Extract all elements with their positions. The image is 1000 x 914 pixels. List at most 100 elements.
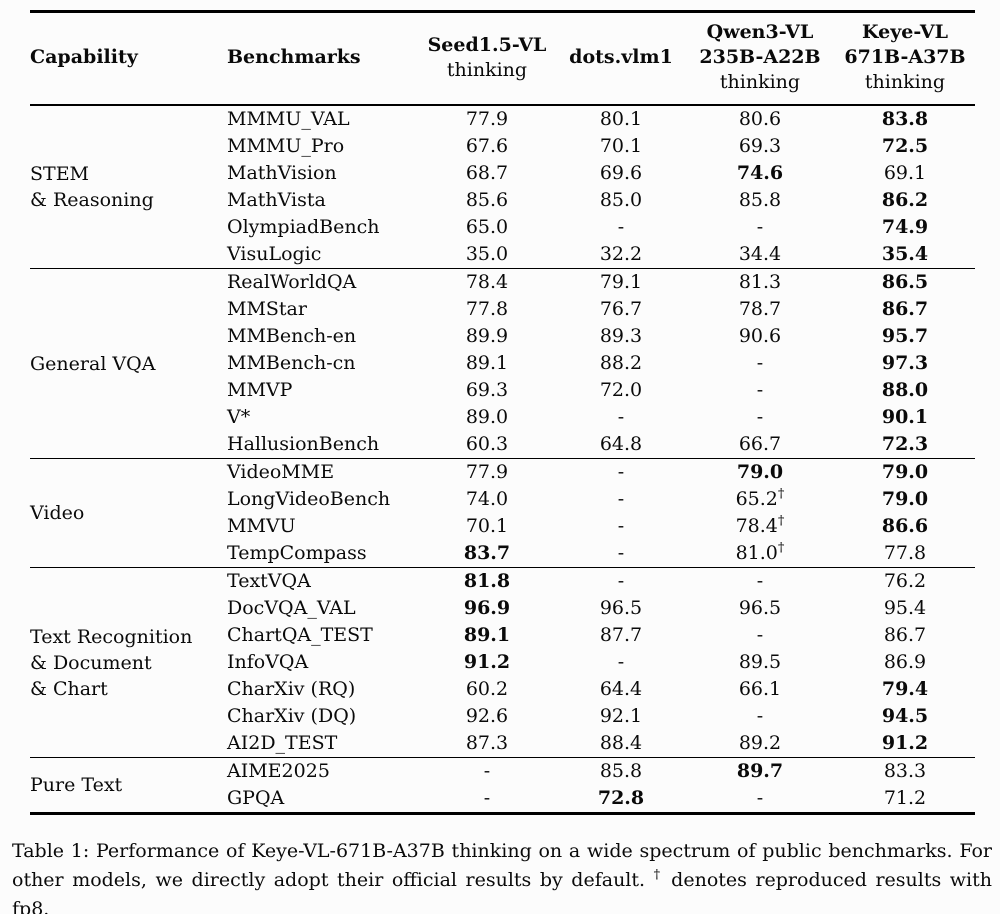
score-cell: 74.9 bbox=[881, 216, 929, 238]
table-row: MMBench-cn 89.1 88.2 - 97.3 bbox=[30, 350, 975, 377]
column-header-suffix: thinking bbox=[446, 58, 528, 81]
score-cell: 88.0 bbox=[881, 379, 929, 401]
score-cell: - bbox=[756, 406, 764, 428]
score-cell: 90.6 bbox=[738, 325, 782, 347]
score-cell: 94.5 bbox=[881, 705, 929, 727]
capability-cell: STEM & Reasoning bbox=[30, 163, 154, 211]
score-cell: 65.0 bbox=[465, 216, 509, 238]
score-cell: 88.4 bbox=[599, 732, 643, 754]
column-header: Qwen3-VL 235B-A22B thinking bbox=[685, 11, 835, 106]
score-cell: 68.7 bbox=[465, 162, 509, 184]
benchmark-cell: MathVista bbox=[227, 189, 326, 211]
benchmark-cell: VideoMME bbox=[227, 458, 417, 486]
benchmark-cell: MMBench-en bbox=[227, 325, 357, 347]
caption-text-after: denotes reproduced results with fp8. bbox=[12, 869, 992, 914]
score-cell: 79.0 bbox=[881, 488, 929, 510]
score-cell: 69.1 bbox=[883, 162, 927, 184]
benchmark-cell: MathVision bbox=[227, 162, 337, 184]
score-cell: 64.4 bbox=[599, 678, 643, 700]
column-header-line: dots.vlm1 bbox=[569, 46, 673, 68]
table-row: V* 89.0 - - 90.1 bbox=[30, 404, 975, 431]
score-cell: 78.4 bbox=[417, 268, 557, 296]
score-cell: - bbox=[756, 624, 764, 646]
table-container: Capability Benchmarks Seed1.5-VL thinking do… bbox=[30, 10, 975, 815]
score-cell: 70.1 bbox=[465, 515, 509, 537]
table-row: AI2D_TEST 87.3 88.4 89.2 91.2 bbox=[30, 730, 975, 758]
score-cell: - bbox=[417, 757, 557, 785]
table-row: CharXiv (RQ) 60.2 64.4 66.1 79.4 bbox=[30, 676, 975, 703]
column-header-line: Qwen3-VL bbox=[706, 21, 814, 43]
score-cell: 69.3 bbox=[738, 135, 782, 157]
table-row: VisuLogic 35.0 32.2 34.4 35.4 bbox=[30, 241, 975, 269]
table-row: OlympiadBench 65.0 - - 74.9 bbox=[30, 214, 975, 241]
benchmark-cell: MMMU_VAL bbox=[227, 108, 350, 130]
column-header-line: Seed1.5-VL bbox=[427, 33, 547, 56]
score-cell: 89.7 bbox=[685, 757, 835, 785]
score-cell: 89.3 bbox=[599, 325, 643, 347]
score-cell: 81.3 bbox=[685, 268, 835, 296]
score-cell: 83.8 bbox=[881, 108, 929, 130]
score-cell: 96.5 bbox=[738, 597, 782, 619]
score-cell: 79.1 bbox=[557, 268, 685, 296]
capability-cell: Pure Text bbox=[30, 757, 227, 814]
table-row: GPQA - 72.8 - 71.2 bbox=[30, 785, 975, 814]
score-cell: 91.2 bbox=[463, 651, 511, 673]
benchmark-cell: DocVQA_VAL bbox=[227, 597, 356, 619]
score-cell: 72.5 bbox=[881, 135, 929, 157]
section-text-doc-chart: Text Recognition & Document & Chart TextV… bbox=[30, 567, 975, 758]
table-row: HallusionBench 60.3 64.8 66.7 72.3 bbox=[30, 431, 975, 459]
score-cell: 81.0† bbox=[735, 540, 785, 564]
table-row: STEM & Reasoning MMMU_VAL 77.9 80.1 80.6 83.8 bbox=[30, 105, 975, 211]
score-cell: 76.7 bbox=[599, 298, 643, 320]
score-cell: - bbox=[617, 651, 625, 673]
score-cell: 83.7 bbox=[463, 542, 511, 564]
caption-text-before: Table 1: Performance of Keye-VL-671B-A37… bbox=[12, 840, 992, 891]
score-cell: 83.3 bbox=[835, 757, 975, 785]
score-cell: 97.3 bbox=[881, 352, 929, 374]
benchmark-cell: AIME2025 bbox=[227, 757, 417, 785]
table-row: CharXiv (DQ) 92.6 92.1 - 94.5 bbox=[30, 703, 975, 730]
score-cell: 89.1 bbox=[465, 352, 509, 374]
table-row: MMBench-en 89.9 89.3 90.6 95.7 bbox=[30, 323, 975, 350]
table-caption: Table 1: Performance of Keye-VL-671B-A37… bbox=[12, 837, 992, 914]
benchmark-cell: LongVideoBench bbox=[227, 488, 391, 510]
score-cell: 77.9 bbox=[417, 458, 557, 486]
benchmark-cell: OlympiadBench bbox=[227, 216, 380, 238]
score-cell: 70.1 bbox=[599, 135, 643, 157]
score-cell: 86.5 bbox=[835, 268, 975, 296]
score-cell: 79.4 bbox=[881, 678, 929, 700]
column-header: Seed1.5-VL thinking bbox=[417, 11, 557, 106]
score-cell: 81.8 bbox=[417, 567, 557, 595]
score-cell: 77.8 bbox=[883, 542, 927, 564]
dagger-symbol: † bbox=[653, 867, 663, 883]
score-cell: 85.8 bbox=[738, 189, 782, 211]
table-row: ChartQA_TEST 89.1 87.7 - 86.7 bbox=[30, 622, 975, 649]
benchmark-cell: InfoVQA bbox=[227, 651, 309, 673]
score-cell: - bbox=[617, 542, 625, 564]
table-row: TempCompass 83.7 - 81.0† 77.8 bbox=[30, 540, 975, 568]
score-cell: 89.9 bbox=[465, 325, 509, 347]
table-row: MathVista 85.6 85.0 85.8 86.2 bbox=[30, 187, 975, 214]
score-cell: 88.2 bbox=[599, 352, 643, 374]
score-cell: - bbox=[756, 705, 764, 727]
score-cell: 78.4† bbox=[735, 513, 785, 537]
table-row: General VQA RealWorldQA 78.4 79.1 81.3 86.5 bbox=[30, 268, 975, 459]
benchmark-cell: TextVQA bbox=[227, 567, 417, 595]
score-cell: 77.8 bbox=[465, 298, 509, 320]
score-cell: 78.7 bbox=[738, 298, 782, 320]
benchmark-cell: CharXiv (RQ) bbox=[227, 678, 356, 700]
score-cell: 72.3 bbox=[881, 433, 929, 455]
score-cell: 86.6 bbox=[881, 515, 929, 537]
score-cell: - bbox=[617, 488, 625, 510]
score-cell: 91.2 bbox=[881, 732, 929, 754]
table-row: Text Recognition & Document & Chart TextV… bbox=[30, 567, 975, 758]
column-header-line: Benchmarks bbox=[227, 46, 361, 68]
dagger-mark: † bbox=[777, 540, 785, 556]
column-header-line: Keye-VL bbox=[862, 21, 948, 43]
score-cell: 65.2† bbox=[735, 486, 785, 510]
section-pure-text: Pure Text AIME2025-85.8 89.7 83.3 GPQA -72.8-… bbox=[30, 757, 975, 814]
benchmark-cell: GPQA bbox=[227, 787, 285, 809]
benchmark-cell: CharXiv (DQ) bbox=[227, 705, 357, 727]
score-cell: - bbox=[557, 458, 685, 486]
